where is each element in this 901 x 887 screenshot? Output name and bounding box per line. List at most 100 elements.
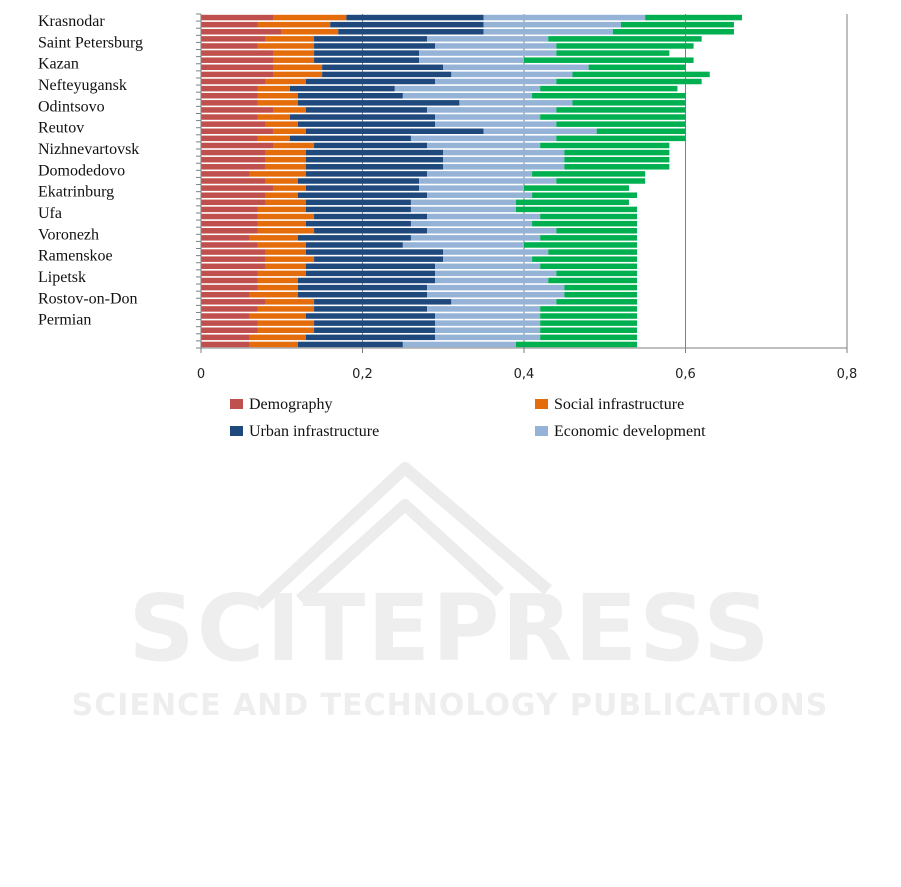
bar-segment bbox=[540, 320, 638, 326]
bar-segment bbox=[281, 29, 339, 35]
bar-segment bbox=[201, 299, 266, 305]
bar-segment bbox=[201, 199, 266, 206]
bar-segment bbox=[314, 306, 428, 312]
bar-segment bbox=[435, 320, 541, 326]
bar-segment bbox=[201, 291, 250, 298]
bar-segment bbox=[548, 36, 702, 42]
bar-segment bbox=[201, 220, 258, 227]
bar-segment bbox=[532, 220, 638, 227]
bar-segment bbox=[427, 213, 541, 220]
legend: Demography Social infrastructure Urban inf… bbox=[230, 396, 706, 440]
bar-segment bbox=[515, 199, 629, 206]
bar-segment bbox=[483, 21, 621, 28]
bar-segment bbox=[249, 313, 306, 319]
bar-segment bbox=[297, 92, 403, 99]
bar-segment bbox=[410, 235, 541, 241]
bar-segment bbox=[257, 206, 306, 213]
bar-segment bbox=[612, 29, 734, 35]
bar-segment bbox=[314, 43, 436, 49]
bar-segment bbox=[265, 199, 306, 206]
bar-segment bbox=[273, 185, 306, 191]
bar-segment bbox=[257, 284, 298, 291]
bar-segment bbox=[201, 249, 266, 255]
bar-segment bbox=[201, 64, 274, 71]
watermark-brand: SCITEPRESS bbox=[128, 575, 771, 682]
bar-segment bbox=[305, 249, 444, 255]
bar-segment bbox=[201, 156, 266, 163]
bar-segment bbox=[435, 78, 557, 85]
bar-segment bbox=[201, 71, 274, 78]
bar-segment bbox=[201, 171, 250, 177]
bar-segment bbox=[435, 313, 541, 319]
bar-segment bbox=[427, 284, 565, 291]
bar-segment bbox=[257, 270, 306, 277]
bar-segment bbox=[201, 142, 274, 149]
bar-segment bbox=[402, 341, 516, 348]
bar-segment bbox=[297, 100, 460, 106]
bar-segment bbox=[314, 36, 428, 42]
bar-segment bbox=[596, 128, 686, 135]
bar-segment bbox=[483, 29, 613, 35]
bar-segment bbox=[289, 114, 436, 120]
bar-segment bbox=[548, 249, 638, 255]
bar-segment bbox=[427, 107, 557, 113]
bar-segment bbox=[305, 156, 444, 163]
bar-segment bbox=[314, 142, 428, 149]
bar-segment bbox=[540, 213, 638, 220]
bar-segment bbox=[427, 306, 541, 312]
bar-segment bbox=[620, 21, 734, 28]
bar-segment bbox=[201, 334, 250, 341]
bar-segment bbox=[540, 306, 638, 312]
bar-segment bbox=[314, 213, 428, 220]
bar-segment bbox=[451, 299, 557, 305]
bar-segment bbox=[305, 206, 411, 213]
bar-segment bbox=[314, 227, 428, 234]
bar-segment bbox=[305, 149, 444, 156]
bar-segment bbox=[540, 327, 638, 333]
bar-segment bbox=[297, 178, 420, 184]
bar-segment bbox=[540, 235, 638, 241]
bar-segment bbox=[257, 213, 315, 220]
bar-segment bbox=[524, 185, 629, 191]
legend-label: Urban infrastructure bbox=[249, 423, 379, 440]
category-label: Permian bbox=[38, 312, 91, 329]
bar-segment bbox=[572, 71, 710, 78]
bar-segment bbox=[265, 249, 306, 255]
bar-segment bbox=[289, 85, 395, 92]
bar-segment bbox=[556, 299, 638, 305]
bar-segment bbox=[265, 121, 298, 127]
axes bbox=[196, 13, 848, 353]
legend-swatch bbox=[230, 399, 243, 409]
bar-segment bbox=[305, 334, 436, 341]
bar-segment bbox=[483, 14, 646, 21]
bar-segment bbox=[443, 149, 565, 156]
x-tick-label: 0,8 bbox=[837, 367, 858, 382]
bar-segment bbox=[556, 270, 638, 277]
category-label: Saint Petersburg bbox=[38, 34, 143, 51]
book-logo bbox=[253, 462, 552, 610]
bar-segment bbox=[305, 171, 428, 177]
bar-segment bbox=[532, 192, 638, 198]
bar-segment bbox=[249, 171, 306, 177]
legend-label: Economic development bbox=[554, 423, 706, 440]
x-tick-labels: 0 0,2 0,4 0,6 0,8 bbox=[197, 367, 857, 382]
bar-segment bbox=[201, 213, 258, 220]
bar-segment bbox=[540, 334, 638, 341]
bar-segment bbox=[201, 242, 258, 248]
bar-segment bbox=[305, 107, 428, 113]
bar-segment bbox=[427, 171, 533, 177]
bar-segment bbox=[435, 114, 541, 120]
bar-segment bbox=[257, 227, 315, 234]
bar-segment bbox=[265, 36, 315, 42]
bar-segment bbox=[435, 263, 541, 270]
bar-segment bbox=[201, 313, 250, 319]
bar-segment bbox=[265, 192, 298, 198]
bar-segment bbox=[419, 185, 524, 191]
bar-segment bbox=[257, 277, 298, 284]
bar-segment bbox=[257, 100, 298, 106]
category-label: Reutov bbox=[38, 120, 84, 137]
category-label: Krasnodar bbox=[38, 13, 105, 30]
bar-segment bbox=[273, 71, 323, 78]
bar-segment bbox=[201, 57, 274, 63]
bar-segment bbox=[297, 291, 428, 298]
